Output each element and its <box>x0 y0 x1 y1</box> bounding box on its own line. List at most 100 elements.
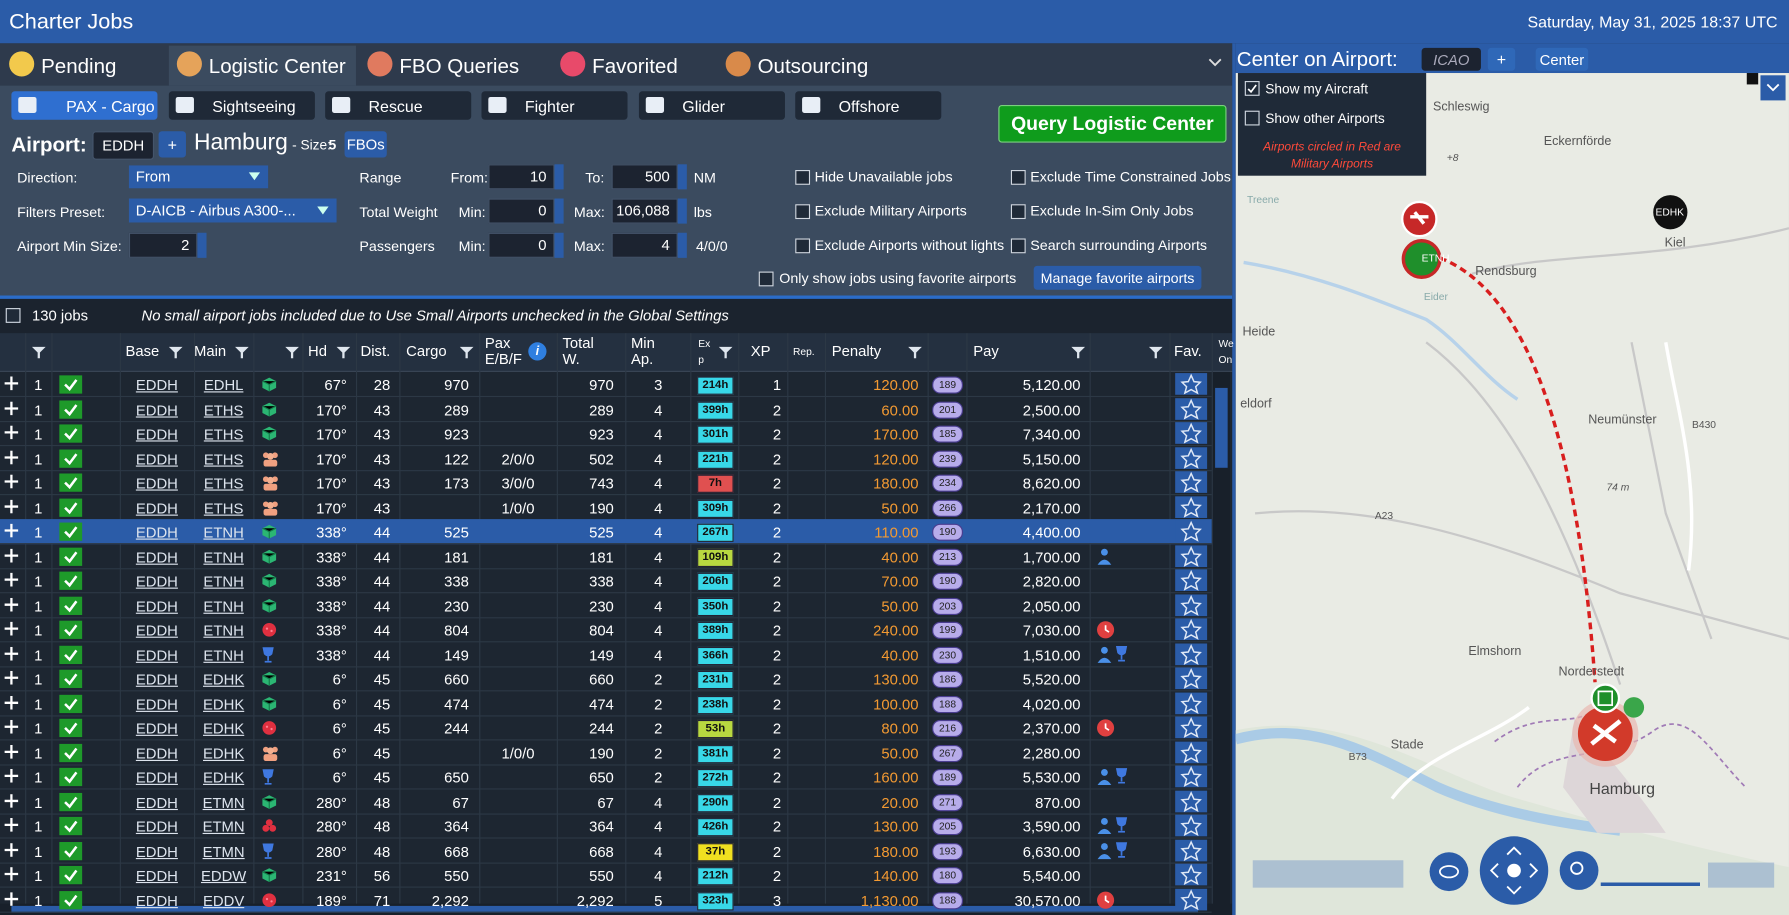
tab[interactable]: Outsourcing <box>757 54 869 78</box>
favorite[interactable] <box>1175 422 1208 444</box>
search-button[interactable] <box>1559 851 1599 890</box>
favorite[interactable] <box>1175 446 1208 469</box>
cell[interactable]: EDDH <box>135 720 178 738</box>
favorite[interactable] <box>1175 471 1208 493</box>
checkbox[interactable] <box>795 170 811 185</box>
filter-icon[interactable] <box>285 346 299 363</box>
checkbox[interactable] <box>758 271 774 287</box>
table-row[interactable] <box>0 372 1212 398</box>
table-row[interactable] <box>0 519 1212 545</box>
table-row[interactable] <box>0 888 1212 913</box>
table-row[interactable] <box>0 691 1212 717</box>
favorite[interactable] <box>1175 397 1208 420</box>
expand[interactable] <box>4 720 19 737</box>
favorite[interactable] <box>1175 544 1208 567</box>
scroll-thumb[interactable] <box>1215 387 1228 468</box>
favorite[interactable] <box>1175 643 1208 665</box>
cell[interactable]: EDHK <box>203 744 245 762</box>
filter-icon[interactable] <box>235 346 249 363</box>
expand[interactable] <box>4 843 19 860</box>
map-add[interactable]: + <box>1487 47 1516 71</box>
fbos-button[interactable]: FBOs <box>344 131 387 158</box>
expand[interactable] <box>4 793 19 811</box>
favorite[interactable] <box>1175 667 1208 690</box>
table-row[interactable] <box>0 421 1212 447</box>
tab[interactable]: FBO Queries <box>399 54 520 78</box>
cell[interactable]: EDDH <box>135 867 178 885</box>
tab[interactable]: Pending <box>41 54 117 78</box>
table-row[interactable] <box>0 716 1212 741</box>
favorite[interactable] <box>1175 765 1208 788</box>
cell[interactable]: EDHK <box>203 695 245 713</box>
table-row[interactable] <box>0 617 1212 643</box>
icao-input[interactable]: ICAO <box>1421 47 1481 71</box>
favorite[interactable] <box>1175 716 1208 739</box>
cell[interactable]: ETHS <box>203 499 244 517</box>
table-row[interactable] <box>0 765 1212 790</box>
range-to[interactable]: 500 <box>611 164 678 190</box>
filter-icon[interactable] <box>718 346 733 363</box>
cell[interactable]: EDDH <box>135 401 178 419</box>
preset-select[interactable]: D-AICB - Airbus A300-... <box>128 198 337 223</box>
table-row[interactable] <box>0 470 1212 496</box>
cell[interactable]: ETNH <box>203 548 244 566</box>
cell[interactable]: EDDH <box>135 523 178 541</box>
table-row[interactable] <box>0 789 1212 815</box>
checkbox[interactable] <box>1244 110 1260 126</box>
cell[interactable]: ETNH <box>203 572 244 591</box>
cell[interactable]: EDDH <box>135 793 178 812</box>
favorite[interactable] <box>1175 692 1208 714</box>
cell[interactable]: EDHL <box>203 376 244 394</box>
cell[interactable]: EDDH <box>135 671 178 689</box>
cell[interactable]: ETMN <box>202 793 245 812</box>
cell[interactable]: ETNH <box>203 597 244 615</box>
expand[interactable] <box>4 450 19 467</box>
cell[interactable]: EDHK <box>203 769 245 787</box>
favorite[interactable] <box>1175 520 1208 543</box>
filter-icon[interactable] <box>168 346 183 363</box>
cell[interactable]: EDDH <box>135 744 178 762</box>
expand[interactable] <box>4 646 19 664</box>
cell[interactable]: EDDV <box>203 892 245 910</box>
spinner[interactable] <box>197 232 207 258</box>
splitter[interactable] <box>1232 43 1236 915</box>
checkbox[interactable] <box>1244 81 1260 96</box>
favorite[interactable] <box>1175 373 1208 395</box>
favorite[interactable] <box>1175 888 1208 911</box>
favorite[interactable] <box>1175 495 1208 518</box>
cell[interactable]: EDDH <box>135 646 178 664</box>
cell[interactable]: EDHK <box>203 720 245 738</box>
expand[interactable] <box>4 376 19 394</box>
collapse[interactable] <box>1207 55 1223 71</box>
checkbox[interactable] <box>1010 170 1026 185</box>
airport-add[interactable]: + <box>158 131 186 158</box>
filter-icon[interactable] <box>1071 346 1086 363</box>
expand[interactable] <box>4 744 19 762</box>
spinner[interactable] <box>554 232 564 258</box>
eye-button[interactable] <box>1429 852 1469 892</box>
checkbox[interactable] <box>795 204 811 220</box>
filter-icon[interactable] <box>1148 346 1163 363</box>
weight-min[interactable]: 0 <box>488 198 555 224</box>
min-size-input[interactable]: 2 <box>128 232 198 258</box>
expand[interactable] <box>4 769 19 786</box>
expand[interactable] <box>4 523 19 541</box>
airport-marker[interactable] <box>1653 195 1688 230</box>
expand[interactable] <box>4 597 19 614</box>
cell[interactable]: EDDH <box>135 597 178 615</box>
expand[interactable] <box>4 695 19 713</box>
favorite[interactable] <box>1175 594 1208 616</box>
cell[interactable]: ETMN <box>202 818 245 836</box>
favorite[interactable] <box>1175 839 1208 862</box>
expand[interactable] <box>4 892 19 909</box>
airport-icao[interactable]: EDDH <box>92 131 155 160</box>
favorite[interactable] <box>1175 864 1208 886</box>
cell[interactable]: EDDW <box>200 867 247 885</box>
expand[interactable] <box>4 572 19 590</box>
range-from[interactable]: 10 <box>488 164 555 190</box>
table-row[interactable] <box>0 495 1212 520</box>
cell[interactable]: EDDH <box>135 695 178 713</box>
expand[interactable] <box>4 867 19 885</box>
checkbox[interactable] <box>795 238 811 254</box>
spinner[interactable] <box>554 198 564 224</box>
